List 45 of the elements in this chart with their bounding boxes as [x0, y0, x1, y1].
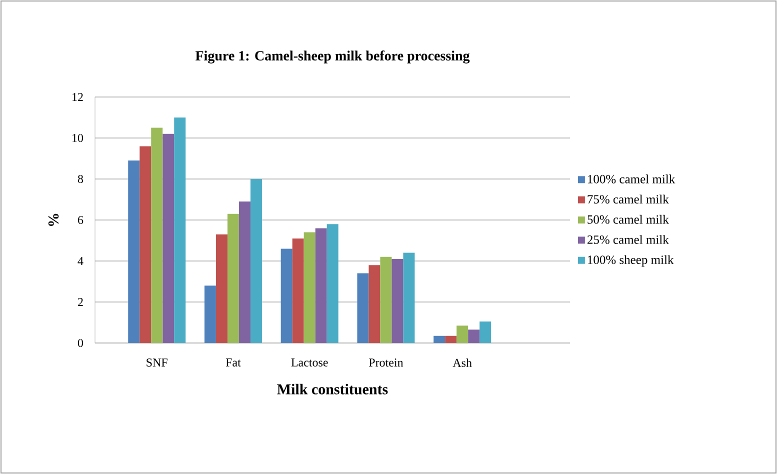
y-tick-label: 8 [78, 174, 84, 184]
bar [216, 234, 228, 343]
bar [280, 248, 292, 343]
bar [128, 160, 140, 343]
bar [162, 134, 174, 343]
bar [403, 252, 415, 343]
bar [315, 228, 327, 343]
bar [326, 224, 338, 343]
legend-label: 50% camel milk [588, 214, 669, 224]
x-tick-label: Ash [452, 358, 472, 367]
bar [456, 326, 468, 343]
bar [204, 286, 216, 343]
x-tick-label: Fat [226, 358, 241, 366]
bar [140, 146, 152, 343]
bar [434, 336, 446, 343]
bar [392, 258, 404, 343]
bar [151, 128, 163, 343]
y-tick-label: 6 [78, 216, 84, 224]
legend-label: 100% camel milk [588, 174, 676, 184]
y-tick-label: 0 [78, 338, 84, 348]
chart-title: Figure 1: Camel-sheep milk before processing [195, 50, 470, 64]
bar [304, 232, 316, 343]
bar [480, 321, 492, 343]
x-tick-label: Lactose [291, 358, 328, 366]
legend-label: 100% sheep milk [588, 255, 674, 267]
bar [292, 238, 304, 343]
y-tick-label: 2 [78, 298, 83, 306]
bar [368, 265, 380, 343]
bar [250, 178, 262, 343]
bar [468, 330, 480, 343]
bar [357, 273, 369, 343]
x-axis-title: Milk constituents [277, 384, 388, 394]
bar [227, 214, 239, 343]
y-axis-title: % [48, 214, 59, 226]
legend-label: 75% camel milk [588, 194, 669, 204]
x-tick-label: SNF [146, 358, 168, 367]
y-tick-label: 12 [72, 93, 83, 101]
bar [238, 202, 250, 343]
x-tick-label: Protein [368, 358, 404, 367]
y-tick-label: 10 [72, 134, 84, 142]
bar [380, 256, 392, 343]
bar [174, 117, 186, 343]
y-tick-label: 4 [78, 257, 84, 265]
legend-label: 25% camel milk [587, 235, 669, 244]
bar [445, 336, 457, 343]
